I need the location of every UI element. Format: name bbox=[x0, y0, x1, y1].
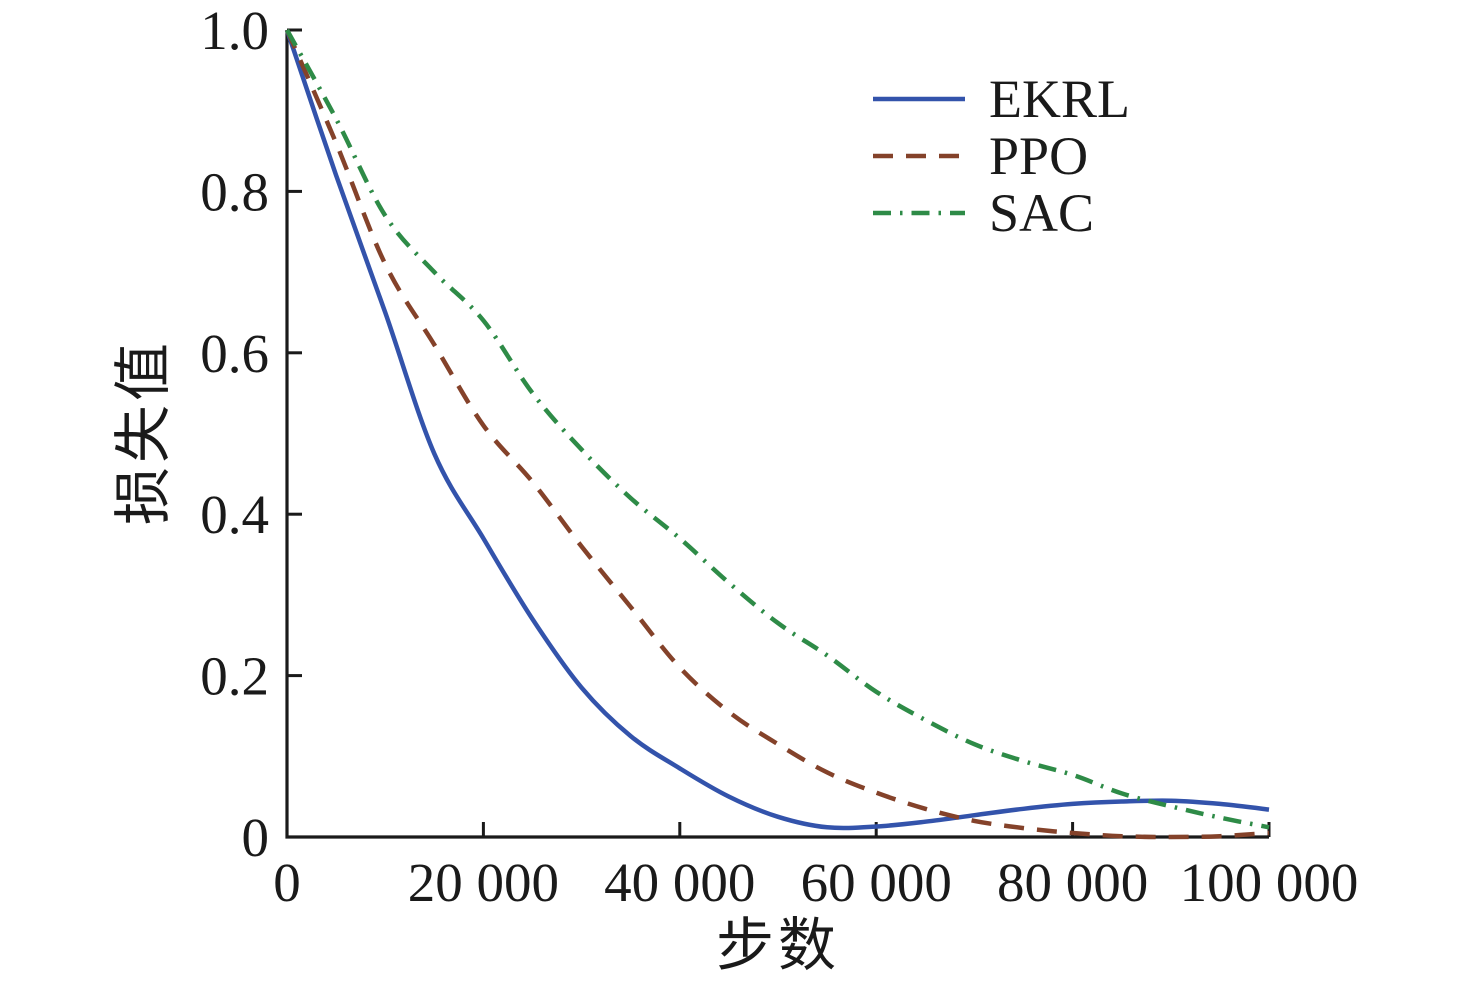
legend-label-ekrl: EKRL bbox=[989, 68, 1130, 129]
y-tick-label: 0.6 bbox=[200, 323, 269, 384]
sac-curve bbox=[285, 28, 1270, 830]
ekrl-line-sample-icon bbox=[873, 96, 965, 101]
x-axis-title: 步数 bbox=[715, 913, 841, 978]
ppo-curve bbox=[284, 29, 1270, 840]
legend-label-sac: SAC bbox=[989, 182, 1095, 243]
x-tick-label: 40 000 bbox=[604, 852, 755, 913]
legend-item-sac: SAC bbox=[873, 184, 1130, 241]
legend-item-ppo: PPO bbox=[873, 127, 1130, 184]
x-tick-label: 0 bbox=[273, 852, 301, 913]
y-tick-label: 0 bbox=[242, 807, 270, 868]
legend-item-ekrl: EKRL bbox=[873, 70, 1130, 127]
y-axis-title: 损失值 bbox=[111, 338, 176, 526]
y-tick-label: 0.4 bbox=[200, 484, 269, 545]
ekrl-curve bbox=[284, 29, 1270, 831]
y-tick-label: 1.0 bbox=[200, 0, 269, 61]
y-tick-label: 0.2 bbox=[200, 646, 269, 707]
x-tick-label: 60 000 bbox=[801, 852, 952, 913]
legend-label-ppo: PPO bbox=[989, 125, 1089, 186]
x-tick-label: 100 000 bbox=[1180, 852, 1359, 913]
sac-line-sample-icon bbox=[873, 210, 965, 215]
x-tick-label: 80 000 bbox=[997, 852, 1148, 913]
axis-spines bbox=[285, 30, 1269, 839]
ppo-line-sample-icon bbox=[873, 153, 965, 158]
x-tick-label: 20 000 bbox=[408, 852, 559, 913]
legend: EKRL PPO SAC bbox=[873, 70, 1130, 241]
y-tick-label: 0.8 bbox=[200, 161, 269, 222]
